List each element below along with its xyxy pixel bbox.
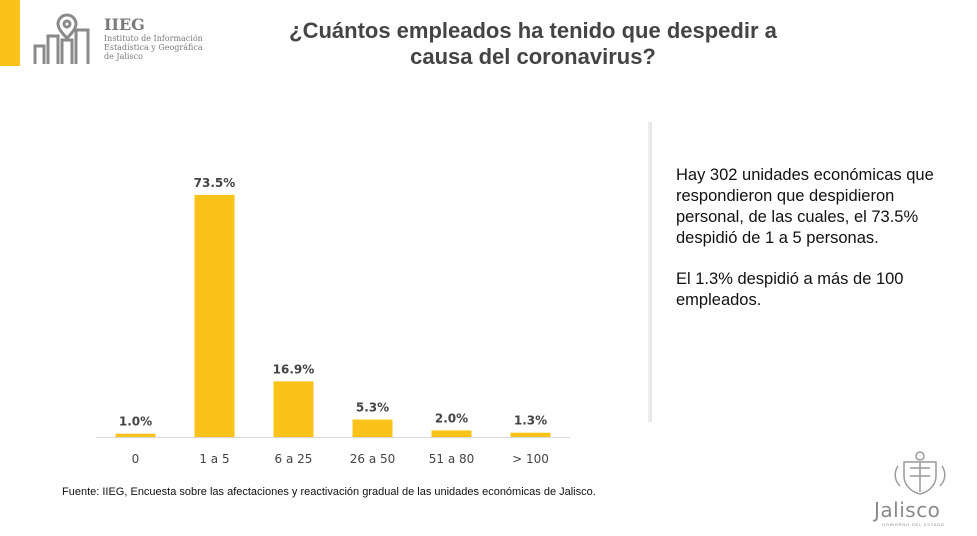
bar bbox=[115, 433, 156, 437]
data-label: 2.0% bbox=[435, 411, 468, 425]
data-label: 1.3% bbox=[514, 414, 547, 428]
summary-paragraph: El 1.3% despidió a más de 100 empleados. bbox=[676, 270, 904, 309]
summary-paragraph: Hay 302 unidades económicas que respondi… bbox=[676, 166, 934, 247]
data-label: 73.5% bbox=[194, 176, 236, 190]
x-tick-label: 51 a 80 bbox=[429, 452, 475, 466]
coat-of-arms-icon bbox=[894, 451, 946, 495]
x-tick-label: 6 a 25 bbox=[275, 452, 313, 466]
bar bbox=[273, 381, 314, 437]
title-line: causa del coronavirus? bbox=[410, 44, 656, 69]
title-line: ¿Cuántos empleados ha tenido que despedi… bbox=[289, 18, 777, 43]
data-label: 1.0% bbox=[119, 415, 152, 429]
bar-chart: 1.0% 0 73.5% 1 a 5 16.9% 6 a 25 5.3% 26 a 50 2.0… bbox=[88, 160, 588, 480]
data-label: 5.3% bbox=[356, 401, 389, 415]
bar-chart-svg: 1.0% 0 73.5% 1 a 5 16.9% 6 a 25 5.3% 26 a 50 2.0… bbox=[96, 176, 570, 466]
accent-bar bbox=[0, 0, 20, 66]
x-tick-label: 26 a 50 bbox=[350, 452, 396, 466]
bar bbox=[352, 419, 393, 437]
jalisco-logo: Jalisco GOBIERNO DEL ESTADO bbox=[870, 448, 970, 528]
source-note: Fuente: IIEG, Encuesta sobre las afectac… bbox=[62, 486, 596, 498]
bar bbox=[510, 432, 551, 437]
jalisco-wordmark: Jalisco bbox=[874, 498, 941, 522]
logo-short: IIEG bbox=[104, 15, 145, 34]
x-tick-label: 0 bbox=[132, 452, 140, 466]
summary-text: Hay 302 unidades económicas que respondi… bbox=[676, 165, 956, 331]
data-label: 16.9% bbox=[273, 362, 315, 376]
iieg-logo: IIEG Instituto de Información Estadístic… bbox=[32, 12, 252, 72]
divider bbox=[648, 122, 652, 422]
logo-line: Estadística y Geográfica bbox=[104, 43, 203, 52]
logo-line: de Jalisco bbox=[104, 52, 143, 61]
bar bbox=[194, 194, 235, 437]
bar bbox=[431, 430, 472, 437]
x-tick-label: 1 a 5 bbox=[199, 452, 229, 466]
jalisco-subtitle: GOBIERNO DEL ESTADO bbox=[882, 522, 945, 527]
logo-line: Instituto de Información bbox=[104, 34, 203, 43]
x-tick-label: > 100 bbox=[512, 452, 549, 466]
page-title: ¿Cuántos empleados ha tenido que despedi… bbox=[228, 18, 838, 70]
building-pin-icon bbox=[33, 13, 90, 64]
